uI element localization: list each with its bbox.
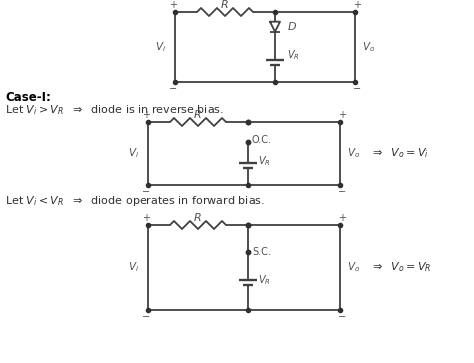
Text: $V_o$: $V_o$: [347, 147, 361, 160]
Text: −: −: [338, 187, 346, 197]
Text: −: −: [169, 84, 177, 94]
Text: R: R: [194, 213, 202, 223]
Text: $V_R$: $V_R$: [258, 154, 271, 168]
Text: $\Rightarrow$  $V_o = V_R$: $\Rightarrow$ $V_o = V_R$: [370, 261, 431, 274]
Text: S.C.: S.C.: [252, 247, 271, 257]
Text: $V_i$: $V_i$: [128, 261, 139, 274]
Text: Let $V_i < V_R$  $\Rightarrow$  diode operates in forward bias.: Let $V_i < V_R$ $\Rightarrow$ diode oper…: [5, 194, 265, 208]
Text: $V_i$: $V_i$: [155, 40, 166, 54]
Text: +: +: [142, 213, 150, 223]
Text: O.C.: O.C.: [252, 135, 272, 145]
Text: $V_R$: $V_R$: [258, 273, 271, 287]
Text: $V_o$: $V_o$: [363, 40, 375, 54]
Text: −: −: [338, 312, 346, 322]
Text: $V_R$: $V_R$: [287, 49, 300, 62]
Text: D: D: [288, 22, 297, 32]
Text: R: R: [221, 0, 229, 10]
Text: $\Rightarrow$  $V_o = V_i$: $\Rightarrow$ $V_o = V_i$: [370, 147, 429, 160]
Text: R: R: [194, 110, 202, 120]
Text: +: +: [353, 0, 361, 10]
Text: +: +: [169, 0, 177, 10]
Text: −: −: [353, 84, 361, 94]
Text: −: −: [142, 187, 150, 197]
Text: +: +: [338, 213, 346, 223]
Text: +: +: [142, 110, 150, 120]
Text: $V_o$: $V_o$: [347, 261, 361, 274]
Text: $V_i$: $V_i$: [128, 147, 139, 160]
Text: +: +: [338, 110, 346, 120]
Text: Case-I:: Case-I:: [5, 91, 51, 104]
Text: Let $V_i > V_R$  $\Rightarrow$  diode is in reverse bias.: Let $V_i > V_R$ $\Rightarrow$ diode is i…: [5, 103, 224, 117]
Text: −: −: [142, 312, 150, 322]
